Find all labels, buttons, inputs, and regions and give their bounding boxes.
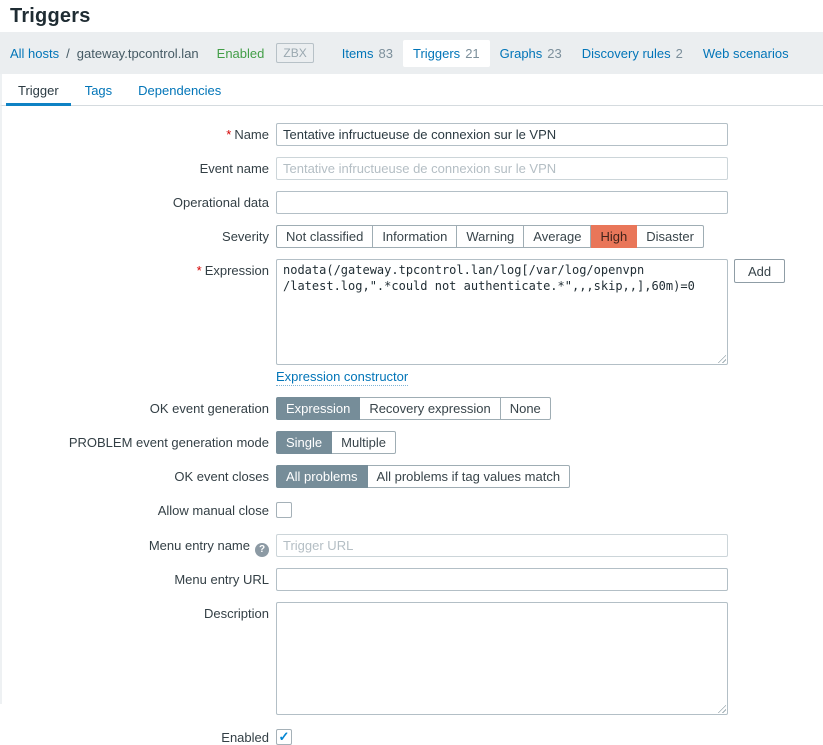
breadcrumb-separator: / (66, 45, 70, 61)
ok-event-generation-option-none[interactable]: None (500, 397, 551, 420)
severity-option-high[interactable]: High (591, 225, 638, 248)
menu-entry-name-label: Menu entry name? (2, 534, 276, 557)
nav-item-web-scenarios-label[interactable]: Web scenarios (702, 45, 789, 61)
nav-item-triggers-label[interactable]: Triggers (412, 45, 461, 61)
form-tabs: Trigger Tags Dependencies (0, 74, 823, 106)
event-name-label: Event name (199, 161, 269, 176)
severity-option-not-classified[interactable]: Not classified (276, 225, 374, 248)
problem-event-mode-segmented-control: Single Multiple (276, 431, 396, 454)
nav-item-triggers[interactable]: Triggers 21 (402, 39, 490, 67)
nav-item-discovery-rules-label[interactable]: Discovery rules (581, 45, 671, 61)
required-asterisk: * (196, 263, 202, 278)
nav-item-items-label[interactable]: Items (341, 45, 374, 61)
severity-option-warning[interactable]: Warning (457, 225, 525, 248)
ok-event-generation-segmented-control: Expression Recovery expression None (276, 397, 551, 420)
page-header: Triggers (0, 0, 823, 32)
row-problem-event-generation-mode: PROBLEM event generation mode Single Mul… (2, 431, 823, 454)
problem-event-generation-mode-label: PROBLEM event generation mode (68, 435, 269, 450)
row-expression: * Expression nodata(/gateway.tpcontrol.la… (2, 259, 823, 386)
trigger-form: *Name Event name Operational data Severi… (0, 106, 823, 745)
nav-item-discovery-rules[interactable]: Discovery rules 2 (572, 40, 693, 67)
breadcrumb-all-hosts-link[interactable]: All hosts (10, 45, 60, 61)
breadcrumb-host: gateway.tpcontrol.lan (76, 45, 199, 61)
row-operational-data: Operational data (2, 191, 823, 214)
nav-item-items[interactable]: Items 83 (332, 40, 403, 67)
ok-event-generation-option-recovery-expression[interactable]: Recovery expression (360, 397, 501, 420)
nav-item-triggers-count: 21 (465, 45, 480, 61)
row-severity: Severity Not classified Information Warn… (2, 225, 823, 248)
problem-event-mode-option-single[interactable]: Single (276, 431, 333, 454)
row-menu-entry-url: Menu entry URL (2, 568, 823, 591)
severity-option-disaster[interactable]: Disaster (637, 225, 704, 248)
expression-textarea[interactable]: nodata(/gateway.tpcontrol.lan/log[/var/l… (276, 259, 728, 365)
row-event-name: Event name (2, 157, 823, 180)
menu-entry-url-label: Menu entry URL (174, 572, 269, 587)
resize-handle-icon[interactable] (715, 702, 726, 713)
problem-event-mode-option-multiple[interactable]: Multiple (332, 431, 396, 454)
required-asterisk: * (226, 127, 232, 142)
add-expression-button[interactable]: Add (734, 259, 786, 283)
row-ok-event-closes: OK event closes All problems All problem… (2, 465, 823, 488)
row-allow-manual-close: Allow manual close (2, 499, 823, 518)
severity-option-information[interactable]: Information (373, 225, 458, 248)
severity-segmented-control: Not classified Information Warning Avera… (276, 225, 704, 248)
ok-event-closes-option-all-problems[interactable]: All problems (276, 465, 368, 488)
nav-item-graphs[interactable]: Graphs 23 (490, 40, 572, 67)
nav-item-items-count: 83 (378, 45, 393, 61)
severity-option-average[interactable]: Average (524, 225, 592, 248)
menu-entry-name-input[interactable] (276, 534, 728, 557)
ok-event-generation-option-expression[interactable]: Expression (276, 397, 361, 420)
breadcrumb: All hosts / gateway.tpcontrol.lan Enable… (0, 32, 823, 74)
row-description: Description (2, 602, 823, 715)
description-textarea[interactable] (276, 602, 728, 715)
row-name: * Name (2, 123, 823, 146)
nav-item-discovery-rules-count: 2 (675, 45, 683, 61)
resize-handle-icon[interactable] (715, 352, 726, 363)
allow-manual-close-checkbox[interactable] (276, 502, 292, 518)
event-name-input[interactable] (276, 157, 728, 180)
allow-manual-close-label: Allow manual close (157, 503, 269, 518)
expression-label: * Expression (196, 263, 269, 278)
host-status-badge: Enabled (216, 45, 265, 61)
nav-item-graphs-count: 23 (547, 45, 562, 61)
severity-label: Severity (222, 229, 269, 244)
description-label: Description (203, 606, 269, 621)
operational-data-label: Operational data (172, 195, 269, 210)
name-input[interactable] (276, 123, 728, 146)
row-ok-event-generation: OK event generation Expression Recovery … (2, 397, 823, 420)
host-nav: Items 83 Triggers 21 Graphs 23 Discovery… (332, 39, 799, 67)
nav-item-graphs-label[interactable]: Graphs (499, 45, 543, 61)
ok-event-generation-label: OK event generation (149, 401, 269, 416)
enabled-checkbox[interactable]: ✓ (276, 729, 292, 745)
menu-entry-url-input[interactable] (276, 568, 728, 591)
nav-item-web-scenarios[interactable]: Web scenarios (693, 40, 799, 67)
name-label: * Name (226, 127, 269, 142)
tab-dependencies[interactable]: Dependencies (138, 83, 222, 98)
expression-constructor-link[interactable]: Expression constructor (276, 369, 409, 386)
page-title: Triggers (10, 5, 91, 27)
ok-event-closes-segmented-control: All problems All problems if tag values … (276, 465, 571, 488)
tab-trigger[interactable]: Trigger (5, 74, 72, 106)
zbx-availability-badge: ZBX (276, 43, 314, 63)
operational-data-input[interactable] (276, 191, 728, 214)
ok-event-closes-label: OK event closes (174, 469, 269, 484)
row-menu-entry-name: Menu entry name? (2, 534, 823, 557)
ok-event-closes-option-all-problems-if-tag-values-match[interactable]: All problems if tag values match (367, 465, 571, 488)
tab-tags[interactable]: Tags (84, 83, 113, 98)
question-mark-help-icon[interactable]: ? (255, 543, 269, 557)
